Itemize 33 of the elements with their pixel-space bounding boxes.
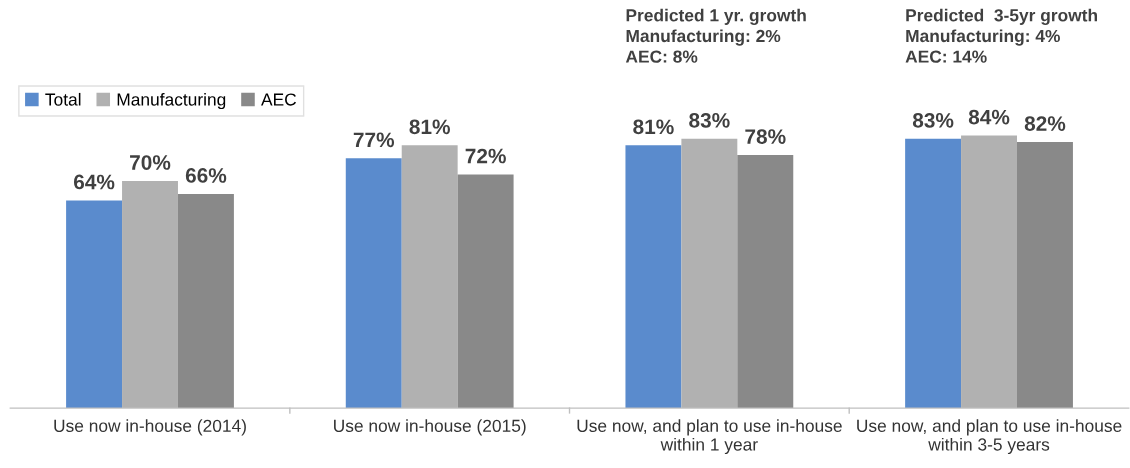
data-label: 83% xyxy=(689,112,730,128)
data-label: 81% xyxy=(409,119,450,135)
bar xyxy=(905,138,962,409)
bar xyxy=(625,145,682,409)
data-label: 64% xyxy=(73,174,115,190)
legend-label: Manufacturing xyxy=(117,92,226,110)
data-label: 83% xyxy=(912,112,954,128)
data-label: 72% xyxy=(465,148,506,164)
bar xyxy=(1017,142,1073,409)
x-tick-label: Use now, and plan to use in-house within 1 year xyxy=(577,419,842,455)
data-label: 70% xyxy=(130,155,171,170)
bar xyxy=(177,193,234,409)
legend-label: AEC xyxy=(261,93,297,106)
bar xyxy=(457,174,514,409)
bar xyxy=(401,145,458,409)
bar xyxy=(122,180,178,409)
bar xyxy=(66,200,123,409)
x-tick-label: Use now in-house (2014) xyxy=(54,419,246,436)
legend-label: Total xyxy=(45,92,81,106)
bar xyxy=(681,138,738,409)
data-label: 77% xyxy=(353,132,395,148)
data-label: 84% xyxy=(968,109,1010,125)
text: Predicted 3-5yr growth Manufacturing: 4% AEC: 14% xyxy=(905,8,1097,63)
bar xyxy=(961,135,1017,409)
data-label: 78% xyxy=(745,129,786,144)
bar xyxy=(737,154,794,409)
bar xyxy=(345,158,402,409)
data-label: 66% xyxy=(185,168,227,183)
data-label: 81% xyxy=(633,119,674,135)
data-label: 82% xyxy=(1024,116,1066,131)
text: Predicted 1 yr. growth Manufacturing: 2% AEC: 8% xyxy=(625,8,806,63)
x-tick-label: Use now in-house (2015) xyxy=(334,419,526,436)
x-tick-label: Use now, and plan to use in-house within 3-5 years xyxy=(857,419,1122,455)
